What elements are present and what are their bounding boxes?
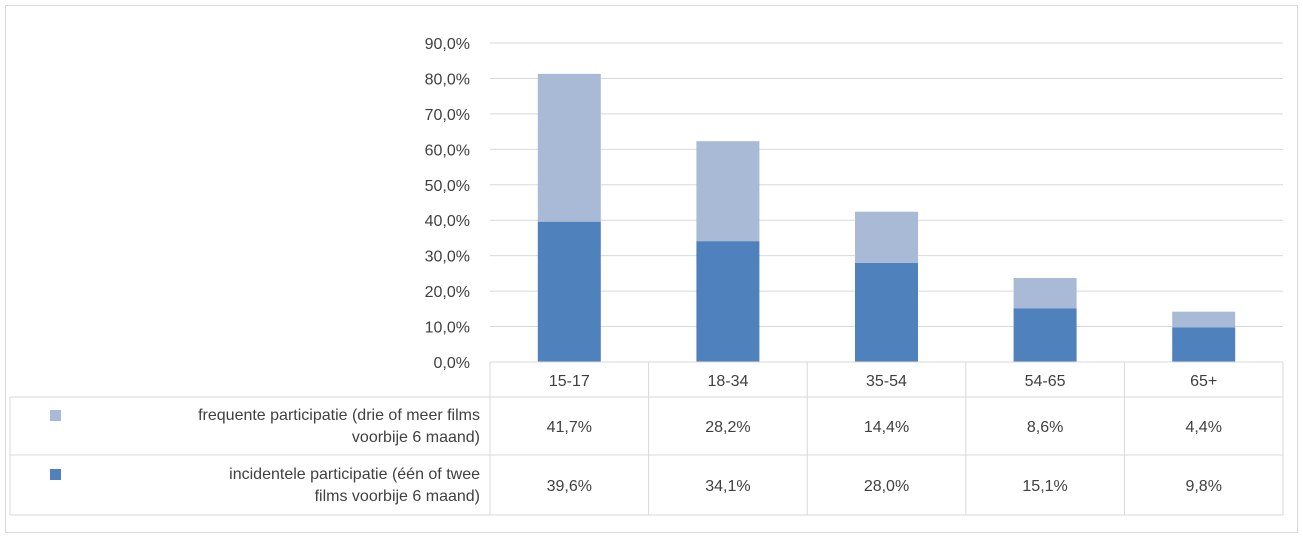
- x-tick-label: 35-54: [866, 373, 907, 390]
- y-tick-label: 90,0%: [425, 36, 470, 53]
- x-tick-label: 65+: [1190, 373, 1217, 390]
- bar-incidental-15-17: [537, 221, 601, 362]
- bar-incidental-35-54: [855, 262, 918, 362]
- bar-frequent-54-65: [1013, 277, 1077, 309]
- bar-incidental-54-65: [1013, 308, 1077, 362]
- legend-label-incidental-line2: films voorbije 6 maand): [315, 488, 480, 505]
- legend-key-frequent: [50, 410, 61, 421]
- y-tick-label: 30,0%: [425, 249, 470, 266]
- y-tick-label: 10,0%: [425, 320, 470, 337]
- y-tick-label: 60,0%: [425, 142, 470, 159]
- legend-key-incidental: [50, 469, 61, 480]
- data-label-incidental: 34,1%: [705, 478, 750, 495]
- data-label-incidental: 28,0%: [864, 478, 909, 495]
- data-label-frequent: 41,7%: [547, 419, 592, 436]
- data-label-incidental: 39,6%: [547, 478, 592, 495]
- data-label-frequent: 14,4%: [864, 419, 909, 436]
- x-tick-label: 15-17: [549, 373, 590, 390]
- bar-incidental-18-34: [696, 241, 760, 362]
- data-label-incidental: 15,1%: [1022, 478, 1067, 495]
- y-tick-label: 50,0%: [425, 178, 470, 195]
- chart-frame: [5, 5, 1298, 533]
- data-label-incidental: 9,8%: [1185, 478, 1221, 495]
- x-tick-label: 54-65: [1025, 373, 1066, 390]
- legend-label-frequent: frequente participatie (drie of meer fil…: [198, 407, 480, 424]
- bar-frequent-35-54: [855, 211, 918, 263]
- data-label-frequent: 28,2%: [705, 419, 750, 436]
- bar-frequent-15-17: [537, 73, 601, 222]
- y-tick-label: 80,0%: [425, 71, 470, 88]
- y-tick-label: 70,0%: [425, 107, 470, 124]
- y-tick-label: 0,0%: [434, 355, 470, 372]
- legend-label-frequent-line2: voorbije 6 maand): [352, 429, 480, 446]
- y-tick-label: 20,0%: [425, 284, 470, 301]
- bar-frequent-18-34: [696, 141, 760, 242]
- y-tick-label: 40,0%: [425, 213, 470, 230]
- data-label-frequent: 4,4%: [1185, 419, 1221, 436]
- data-label-frequent: 8,6%: [1027, 419, 1063, 436]
- legend-label-incidental: incidentele participatie (één of twee: [229, 466, 480, 483]
- bar-frequent-65+: [1172, 311, 1236, 328]
- bar-incidental-65+: [1172, 327, 1236, 362]
- x-tick-label: 18-34: [707, 373, 748, 390]
